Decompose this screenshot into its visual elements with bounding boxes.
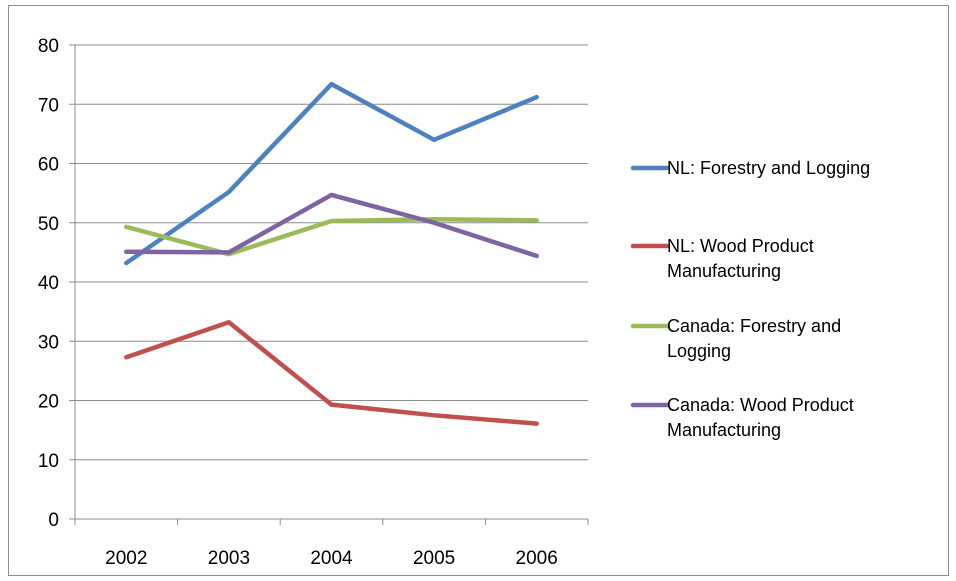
- y-tick-label: 30: [38, 332, 59, 353]
- legend-label: Canada: Forestry and: [667, 316, 841, 336]
- x-tick-label: 2003: [208, 548, 250, 569]
- series-line: [124, 216, 539, 257]
- x-tick-label: 2002: [105, 548, 147, 569]
- y-tick-label: 40: [38, 273, 59, 294]
- x-tick-label: 2005: [413, 548, 455, 569]
- legend-label: Manufacturing: [667, 261, 781, 281]
- x-tick-label: 2004: [310, 548, 353, 569]
- series-line: [124, 192, 539, 259]
- y-tick-label: 0: [48, 510, 59, 531]
- legend-label: Logging: [667, 341, 731, 361]
- series-line: [124, 320, 539, 426]
- y-tick-label: 50: [38, 214, 59, 235]
- y-tick-label: 70: [38, 95, 59, 116]
- series-line: [124, 81, 539, 266]
- legend-label: Manufacturing: [667, 420, 781, 440]
- legend-label: Canada: Wood Product: [667, 395, 854, 415]
- y-tick-label: 80: [38, 36, 59, 57]
- chart-frame: [8, 5, 949, 576]
- x-tick-label: 2006: [516, 548, 558, 569]
- y-tick-label: 10: [38, 451, 59, 472]
- legend-label: NL: Wood Product: [667, 236, 814, 256]
- y-tick-label: 20: [38, 392, 59, 413]
- y-tick-label: 60: [38, 155, 59, 176]
- legend-label: NL: Forestry and Logging: [667, 158, 870, 178]
